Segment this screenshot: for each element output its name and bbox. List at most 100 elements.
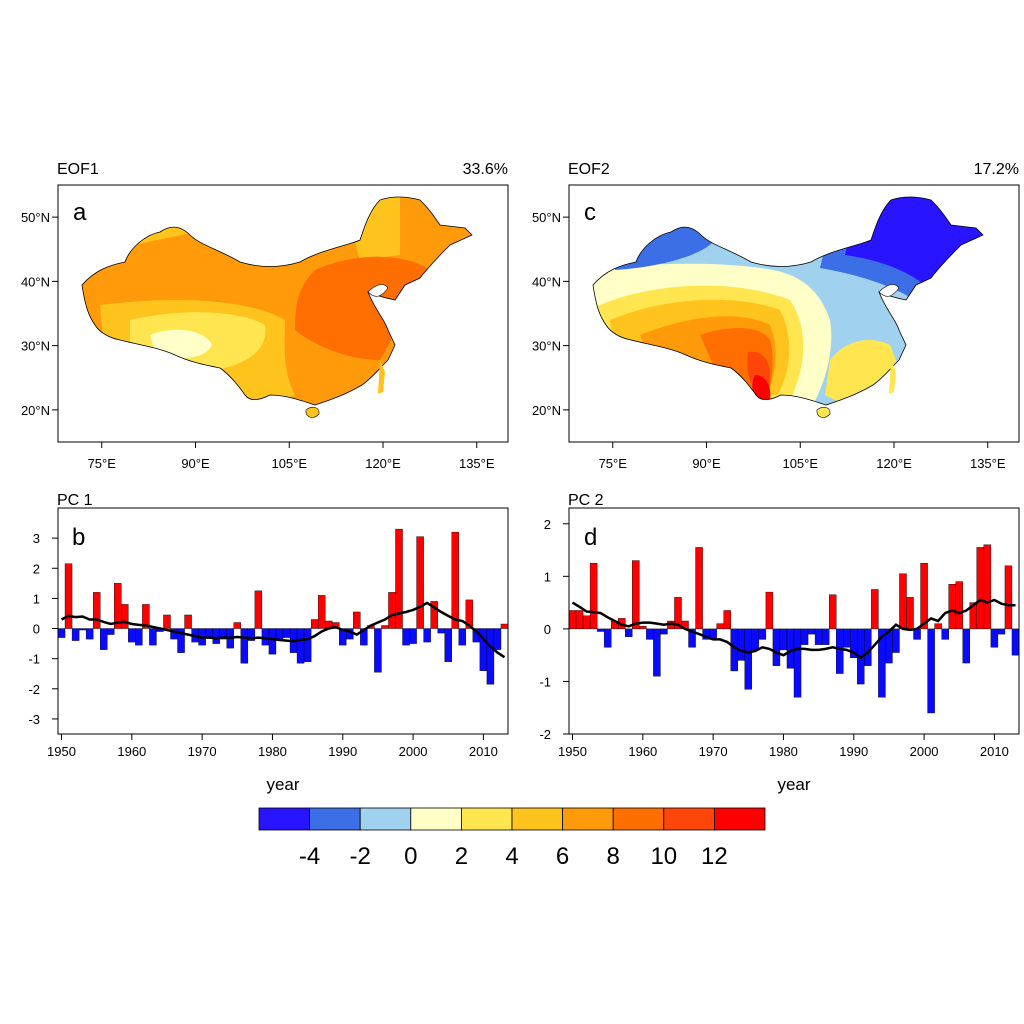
pc1-bar-1975 bbox=[233, 622, 242, 629]
y-tick-label: 20°N bbox=[21, 403, 50, 418]
pc1-bar-1980 bbox=[268, 628, 277, 655]
pc1-bar-2013 bbox=[500, 623, 509, 629]
pc2-bar-1960 bbox=[639, 626, 647, 630]
pc1-y-tick-label: 2 bbox=[33, 561, 40, 576]
pc1-bar-1976 bbox=[240, 628, 249, 664]
pc2-bar-2009 bbox=[983, 544, 992, 630]
eof1-east-10-field bbox=[295, 256, 430, 360]
panel-c-title: EOF2 bbox=[568, 161, 610, 178]
pc2-bar-1967 bbox=[688, 628, 696, 648]
pc1-y-tick-label: 3 bbox=[33, 531, 40, 546]
colorbar-label: 0 bbox=[404, 843, 417, 870]
pc2-bar-1979 bbox=[772, 628, 781, 666]
pc1-x-tick-label: 1970 bbox=[188, 744, 217, 759]
panel-a-taiwan bbox=[378, 360, 385, 394]
pc1-bar-1971 bbox=[205, 628, 213, 638]
pc1-bar-1989 bbox=[332, 622, 340, 629]
y-tick-label: 50°N bbox=[532, 210, 561, 225]
pc2-bar-2012 bbox=[1004, 565, 1013, 630]
x-tick-label: 135°E bbox=[459, 456, 495, 471]
pc1-bar-1992 bbox=[353, 611, 361, 629]
pc2-bar-2004 bbox=[948, 584, 956, 630]
pc2-bar-2005 bbox=[955, 581, 963, 630]
pc2-x-tick-label: 1980 bbox=[769, 744, 798, 759]
pc2-bar-1968 bbox=[695, 547, 703, 630]
pc2-bar-1996 bbox=[892, 628, 900, 653]
pc1-y-tick-label: -3 bbox=[28, 712, 40, 727]
pc2-bar-2011 bbox=[997, 628, 1006, 635]
x-tick-label: 75°E bbox=[88, 456, 117, 471]
y-tick-label: 50°N bbox=[21, 210, 50, 225]
panel-a-hainan bbox=[305, 406, 320, 418]
pc1-bar-2007 bbox=[458, 628, 467, 646]
pc2-bar-1986 bbox=[821, 628, 830, 645]
pc2-x-tick-label: 1970 bbox=[699, 744, 728, 759]
pc2-y-tick-label: -1 bbox=[539, 674, 551, 689]
pc1-bar-1961 bbox=[135, 628, 143, 646]
panel-a-map: EOF1 33.6% a 75°E 90°E 105°E 120°E 135°E 50°N… bbox=[21, 161, 509, 471]
y-tick-label: 30°N bbox=[21, 339, 50, 354]
pc1-bar-1955 bbox=[92, 592, 101, 629]
pc2-bar-1993 bbox=[871, 589, 879, 630]
pc2-bar-1976 bbox=[751, 628, 760, 651]
y-tick-label: 30°N bbox=[532, 339, 561, 354]
pc2-bar-1975 bbox=[744, 628, 753, 690]
pc1-bar-1995 bbox=[374, 628, 382, 673]
colorbar-label: 12 bbox=[701, 843, 728, 870]
pc1-bar-1993 bbox=[360, 628, 368, 646]
x-tick-label: 75°E bbox=[599, 456, 628, 471]
panel-d-chart: PC 2 1950 1960 1970 1980 1990 2000 2010 2 1 0 -1 -2… bbox=[539, 492, 1020, 794]
pc1-y-tick-label: -2 bbox=[28, 682, 40, 697]
x-tick-label: 135°E bbox=[970, 456, 1006, 471]
pc1-bar-1998 bbox=[395, 528, 403, 629]
x-tick-label: 105°E bbox=[271, 456, 307, 471]
pc2-bar-1963 bbox=[660, 628, 668, 635]
pc1-bar-1984 bbox=[296, 628, 305, 664]
bohai-sea bbox=[878, 284, 900, 297]
panel-c-variance: 17.2% bbox=[974, 161, 1019, 178]
y-tick-label: 20°N bbox=[532, 403, 561, 418]
panel-a-axes: 75°E 90°E 105°E 120°E 135°E 50°N 40°N 30°N 20°N bbox=[21, 210, 495, 471]
panel-b-frame bbox=[57, 507, 509, 735]
pc1-x-tick-label: 2000 bbox=[399, 744, 428, 759]
panel-d-plot: 1950 1960 1970 1980 1990 2000 2010 2 1 0 -1 -2 bbox=[539, 517, 1020, 759]
pc1-x-tick-label: 1960 bbox=[117, 744, 146, 759]
panel-c-hainan bbox=[816, 406, 831, 418]
pc2-y-tick-label: 0 bbox=[544, 622, 551, 637]
pc2-bar-1983 bbox=[800, 628, 809, 645]
pc1-bar-1960 bbox=[128, 628, 136, 643]
pc2-bar-1959 bbox=[632, 560, 640, 630]
pc1-bar-1959 bbox=[121, 604, 129, 629]
pc2-bar-2003 bbox=[941, 628, 949, 640]
pc2-bar-1971 bbox=[716, 623, 724, 630]
pc1-bar-1985 bbox=[303, 628, 312, 662]
pc2-bar-1997 bbox=[899, 573, 907, 630]
pc1-bar-1951 bbox=[64, 563, 73, 629]
pc1-bar-1996 bbox=[381, 625, 389, 629]
pc2-bar-1965 bbox=[674, 597, 682, 630]
pc1-bar-1982 bbox=[282, 628, 291, 638]
pc1-bar-1952 bbox=[71, 628, 80, 641]
panel-a-field bbox=[82, 197, 472, 405]
panel-c-taiwan bbox=[889, 360, 896, 394]
pc2-bar-1985 bbox=[814, 628, 823, 645]
colorbar: -4 -2 0 2 4 6 8 10 12 bbox=[258, 807, 766, 870]
colorbar-swatch bbox=[460, 807, 513, 831]
pc1-bar-1981 bbox=[275, 628, 284, 640]
pc2-bar-1962 bbox=[653, 628, 661, 677]
pc1-bar-2002 bbox=[423, 628, 431, 643]
panel-a-frame bbox=[57, 184, 509, 443]
pc1-bar-2004 bbox=[437, 628, 445, 634]
pc2-bar-1974 bbox=[737, 628, 745, 661]
pc2-x-tick-label: 2000 bbox=[910, 744, 939, 759]
bohai-sea bbox=[367, 284, 389, 297]
pc2-bar-1998 bbox=[906, 597, 914, 630]
colorbar-swatch bbox=[714, 807, 766, 831]
x-tick-label: 90°E bbox=[692, 456, 721, 471]
pc2-bar-1981 bbox=[786, 628, 795, 669]
pc2-smooth-line bbox=[571, 598, 1016, 660]
colorbar-label: 4 bbox=[505, 843, 518, 870]
pc2-bar-1980 bbox=[779, 628, 788, 651]
pc1-bar-1978 bbox=[254, 590, 263, 629]
panel-c-letter: c bbox=[584, 199, 596, 226]
